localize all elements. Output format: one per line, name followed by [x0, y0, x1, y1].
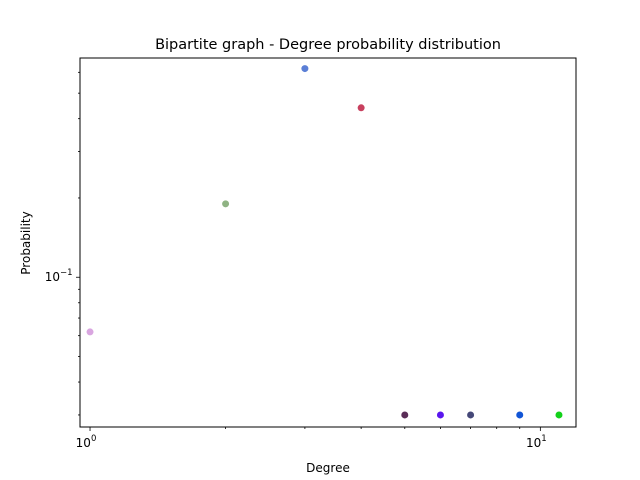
- x-tick-label: 100: [76, 434, 97, 450]
- plot-frame: [79, 57, 577, 428]
- data-point: [357, 104, 365, 112]
- x-axis-label: Degree: [306, 461, 350, 475]
- data-point: [516, 411, 524, 419]
- y-axis-label: Probability: [19, 211, 33, 274]
- data-point: [436, 411, 444, 419]
- chart-title: Bipartite graph - Degree probability dis…: [155, 37, 501, 53]
- data-point: [222, 200, 230, 208]
- data-point: [467, 411, 475, 419]
- data-point: [401, 411, 409, 419]
- data-point: [86, 328, 94, 336]
- data-point: [301, 65, 309, 73]
- data-point: [555, 411, 563, 419]
- x-tick-label: 101: [526, 434, 547, 450]
- y-tick-label: 10−1: [45, 268, 73, 284]
